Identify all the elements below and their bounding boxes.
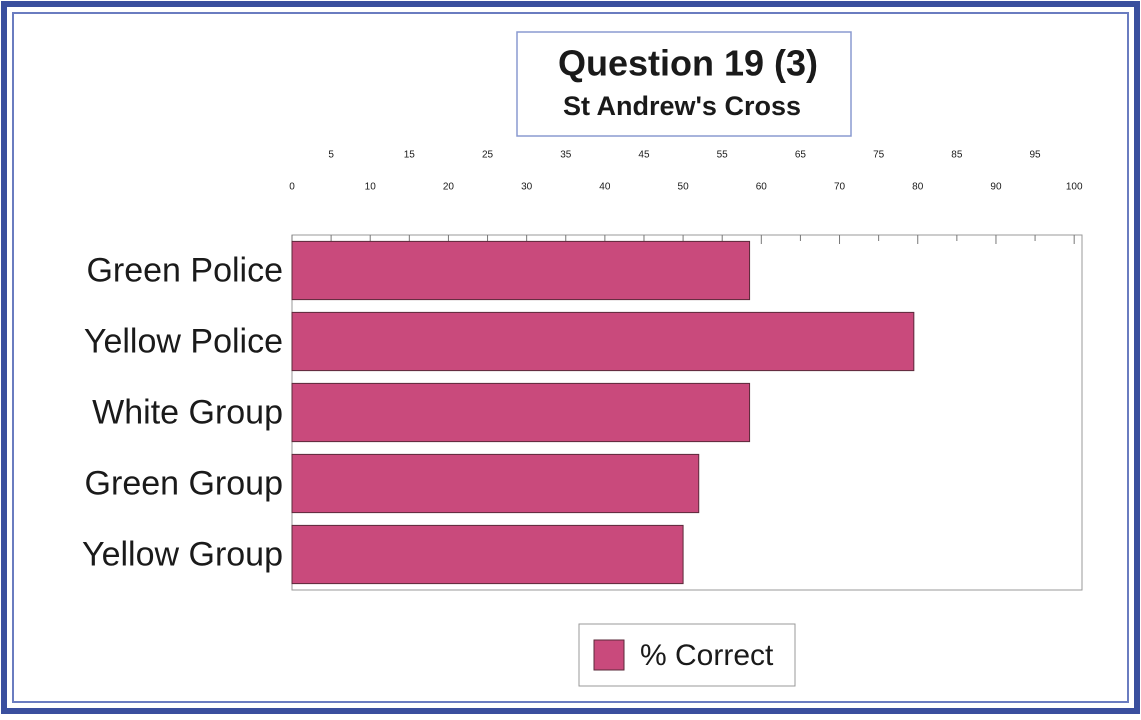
x-tick-label: 75	[873, 150, 885, 161]
x-tick-label: 50	[678, 182, 690, 193]
y-tick-label: Yellow Police	[84, 322, 283, 360]
x-tick-label: 10	[365, 182, 377, 193]
x-tick-label: 0	[289, 182, 295, 193]
legend-swatch	[593, 639, 625, 671]
x-tick-label: 5	[328, 150, 334, 161]
x-tick-label: 15	[404, 150, 416, 161]
bar	[291, 240, 751, 301]
bar	[291, 524, 684, 585]
x-tick-label: 25	[482, 150, 494, 161]
x-tick-label: 45	[638, 150, 650, 161]
x-tick-label: 80	[912, 182, 924, 193]
x-tick-label: 35	[560, 150, 572, 161]
bar	[291, 382, 751, 443]
x-tick-label: 95	[1030, 150, 1042, 161]
legend-label: % Correct	[640, 639, 774, 672]
x-tick-label: 70	[834, 182, 846, 193]
x-tick-label: 30	[521, 182, 533, 193]
chart-subtitle: St Andrew's Cross	[563, 91, 801, 121]
x-tick-label: 100	[1066, 182, 1083, 193]
x-tick-label: 85	[951, 150, 963, 161]
x-tick-label: 20	[443, 182, 455, 193]
y-tick-label: Yellow Group	[82, 535, 283, 573]
chart-title: Question 19 (3)	[558, 43, 818, 84]
title-box	[516, 31, 852, 137]
bar	[291, 311, 915, 372]
x-tick-label: 55	[717, 150, 729, 161]
x-tick-label: 60	[756, 182, 768, 193]
x-tick-label: 40	[599, 182, 611, 193]
y-tick-label: White Group	[92, 393, 283, 431]
y-tick-label: Green Group	[85, 464, 283, 502]
x-tick-label: 65	[795, 150, 807, 161]
y-tick-label: Green Police	[86, 251, 283, 289]
bar	[291, 453, 700, 514]
x-tick-label: 90	[990, 182, 1002, 193]
inner-frame	[12, 12, 1129, 703]
